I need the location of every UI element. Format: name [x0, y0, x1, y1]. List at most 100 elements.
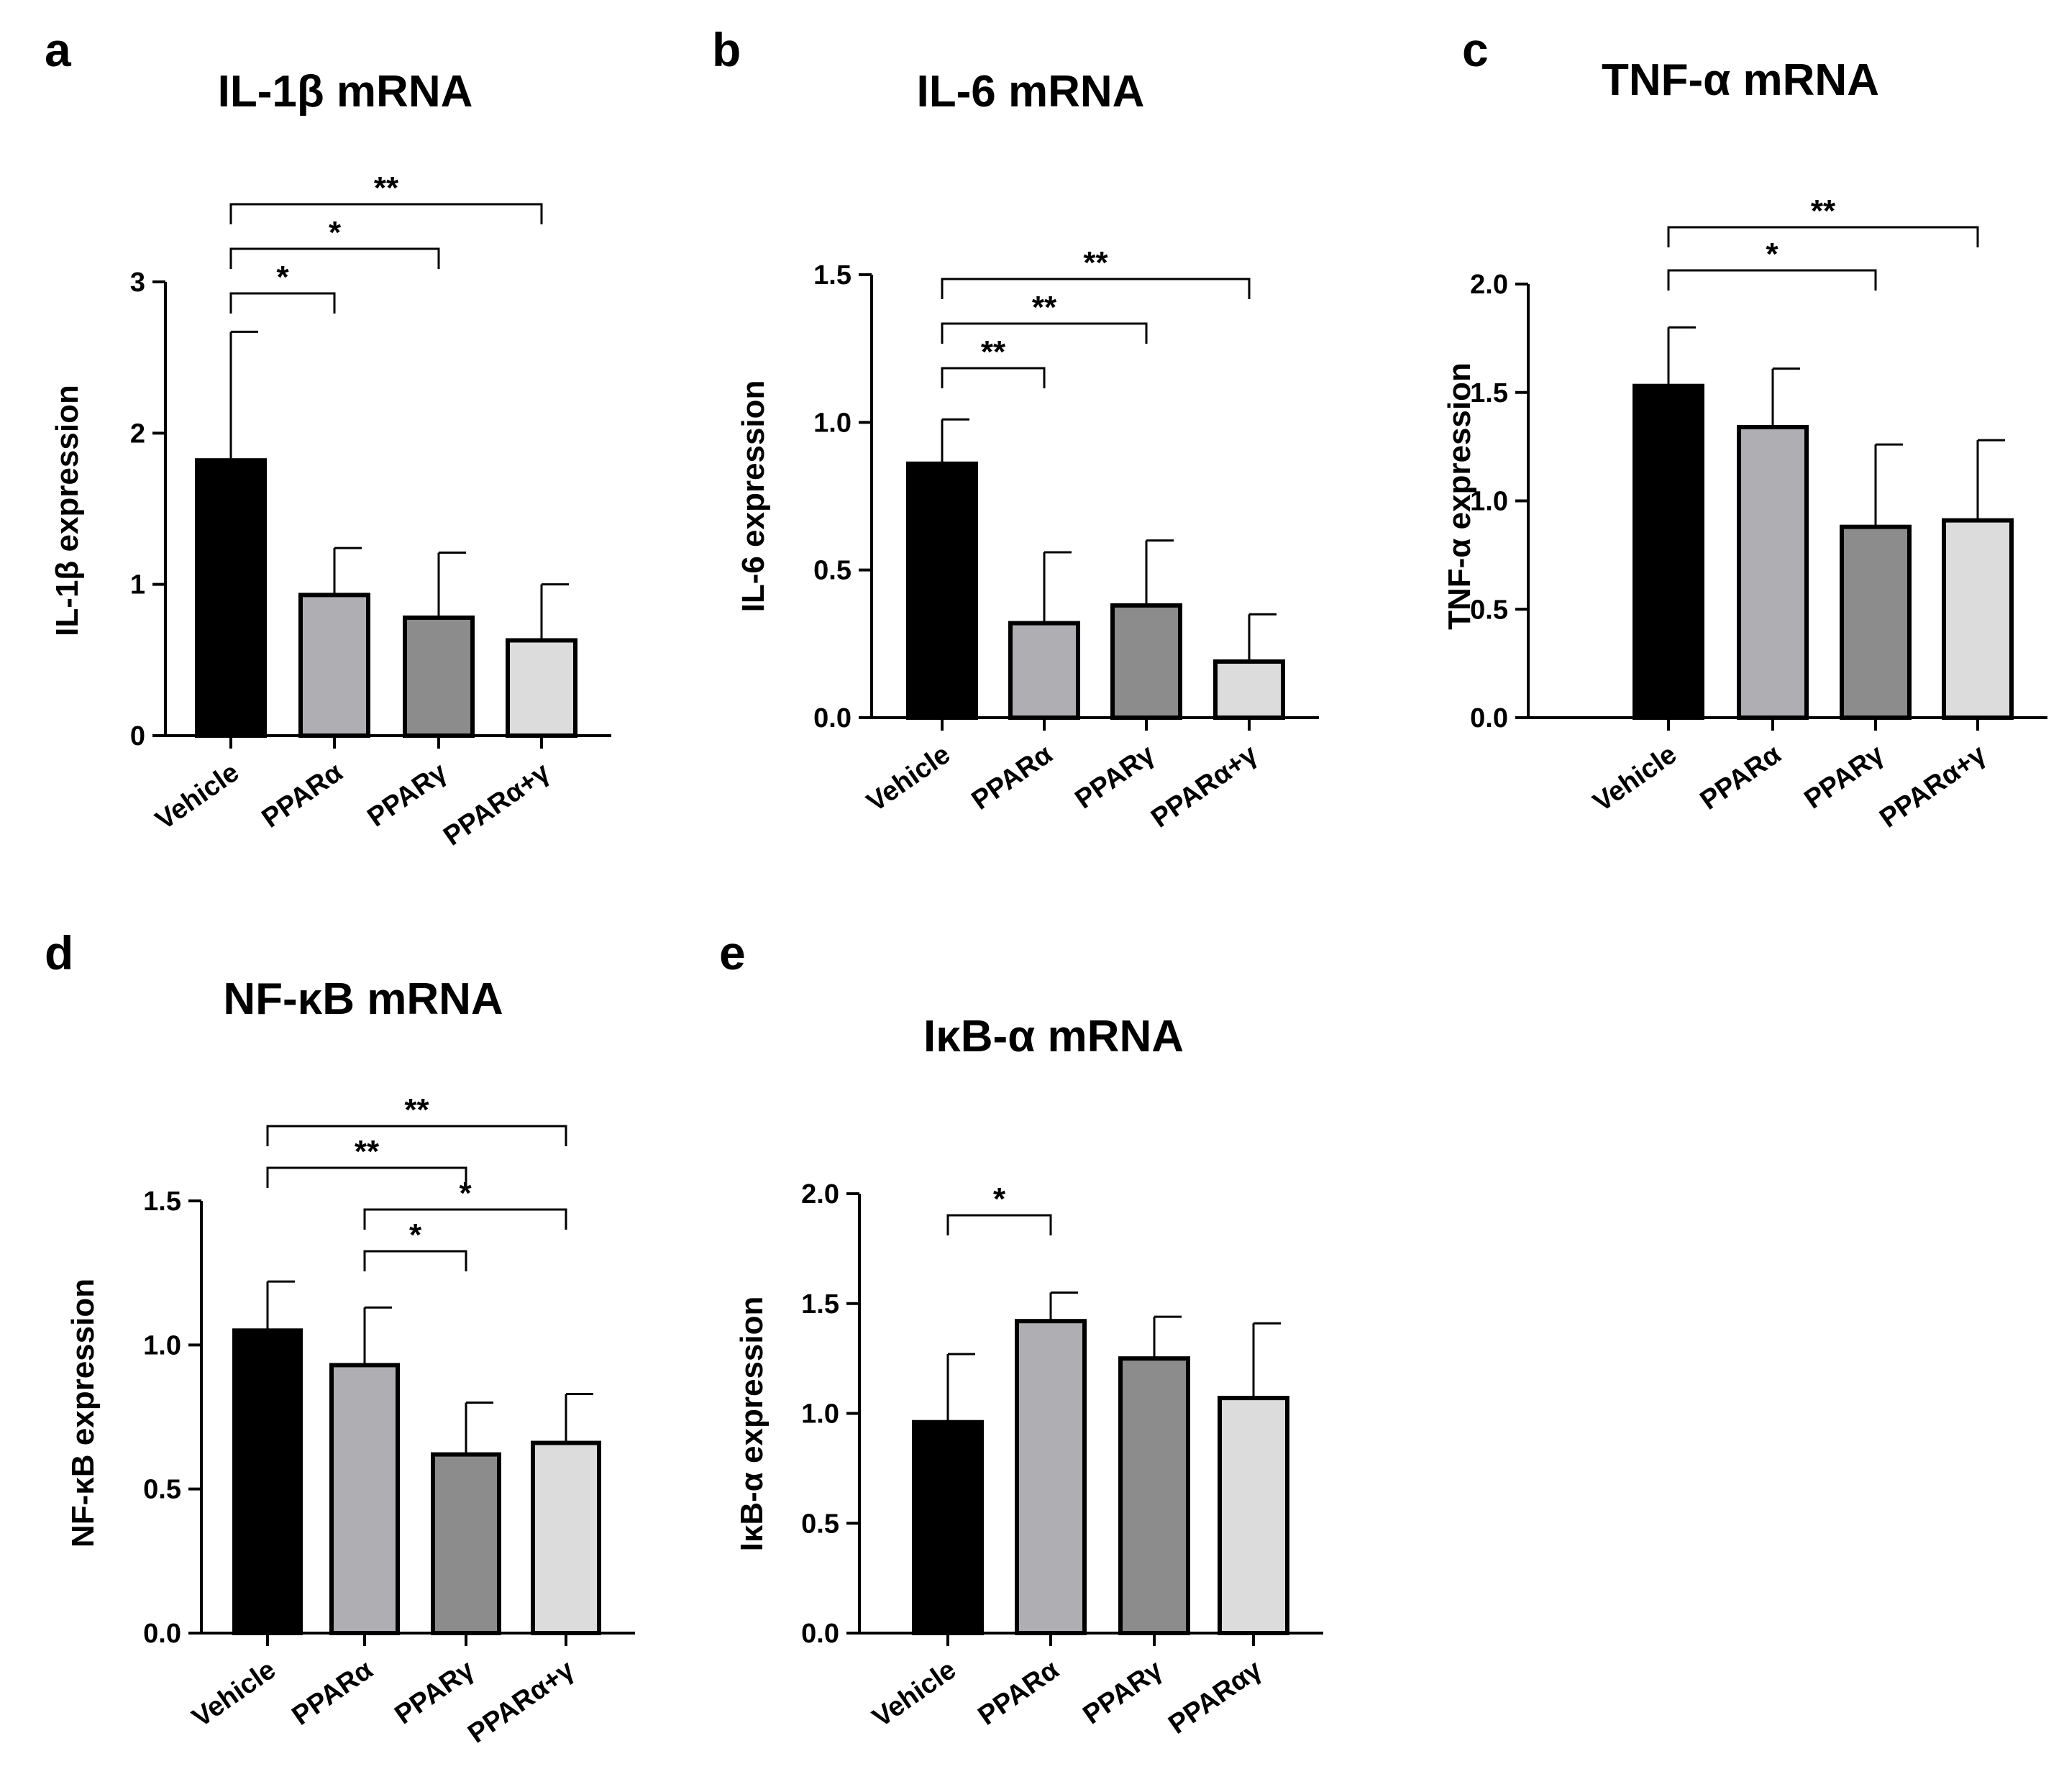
y-axis-label: IL-1β expression	[50, 385, 85, 636]
significance-label: *	[993, 1181, 1006, 1217]
panel-e: e IκB-α mRNA IκB-α expression 0.0 0.5 1.0 1.5 2…	[719, 926, 1323, 1740]
bar-4	[1213, 659, 1285, 720]
significance-bracket	[266, 1166, 467, 1188]
x-tick-label: PPARα	[287, 1655, 378, 1732]
panel-title: IL-1β mRNA	[218, 67, 473, 116]
panel-c: c TNF-α mRNA TNF-α expression 0.0 0.5 1.0 1.5 2…	[1442, 23, 2047, 834]
bar-2	[298, 593, 370, 739]
bar-1	[912, 1420, 984, 1635]
significance-bracket	[363, 1250, 467, 1271]
bar-4	[1942, 518, 2014, 720]
x-tick-label: PPARγ	[390, 1655, 480, 1730]
bar-2	[1015, 1319, 1087, 1635]
bar-3	[403, 615, 475, 738]
y-tick-label: 0.5	[1470, 595, 1508, 625]
significance-label: **	[355, 1134, 380, 1169]
significance-bracket	[1667, 269, 1877, 291]
y-tick-label: 0	[130, 721, 145, 751]
y-tick-label: 0.0	[1470, 703, 1508, 733]
bar-2	[1008, 621, 1080, 720]
significance-label: *	[409, 1217, 422, 1253]
bar-2	[329, 1363, 400, 1635]
x-tick-label: PPARα	[1695, 739, 1786, 816]
panel-title: IκB-α mRNA	[923, 1012, 1184, 1061]
x-tick-label: PPARα+γ	[1146, 739, 1263, 834]
significance-bracket	[229, 203, 543, 224]
y-tick-label: 1.0	[801, 1399, 839, 1430]
x-tick-label: PPARα	[967, 739, 1058, 816]
significance-bracket	[363, 1208, 567, 1230]
bar-3	[1840, 524, 1912, 720]
x-tick-label: PPARαγ	[1163, 1655, 1267, 1740]
significance-label: *	[1766, 237, 1778, 272]
x-tick-label: Vehicle	[187, 1655, 281, 1734]
x-tick-label: PPARα+γ	[1874, 739, 1991, 834]
panel-letter: b	[712, 23, 741, 76]
bar-1	[1633, 383, 1704, 721]
y-axis-label: NF-κB expression	[65, 1279, 101, 1548]
x-tick-label: PPARγ	[362, 757, 453, 833]
panel-title: NF-κB mRNA	[223, 974, 503, 1024]
panel-d: d NF-κB mRNA NF-κB expression 0.0 0.5 1.0 1.5 V…	[45, 926, 635, 1750]
x-tick-label: PPARα+γ	[438, 757, 555, 852]
panel-letter: d	[45, 926, 73, 979]
y-axis-label: TNF-α expression	[1442, 362, 1477, 630]
significance-bracket	[941, 367, 1046, 388]
panel-letter: c	[1462, 23, 1489, 76]
x-tick-label: PPARγ	[1799, 739, 1890, 815]
significance-label: **	[404, 1092, 429, 1128]
significance-label: **	[374, 170, 399, 206]
significance-bracket	[229, 292, 336, 314]
significance-label: *	[459, 1176, 472, 1211]
y-tick-label: 1.5	[1470, 378, 1508, 408]
significance-bracket	[941, 322, 1148, 344]
y-tick-label: 1	[130, 570, 145, 600]
significance-label: **	[981, 334, 1006, 370]
significance-bracket	[229, 247, 440, 269]
x-tick-label: PPARα	[973, 1655, 1064, 1732]
x-tick-label: PPARα	[257, 757, 348, 834]
y-tick-label: 2	[130, 419, 145, 449]
significance-label: **	[1032, 290, 1057, 325]
y-tick-label: 0.0	[143, 1619, 181, 1649]
bar-4	[1218, 1396, 1289, 1635]
significance-label: *	[329, 215, 342, 250]
significance-bracket	[1667, 226, 1979, 247]
panel-title: TNF-α mRNA	[1602, 55, 1879, 105]
y-tick-label: 0.5	[801, 1509, 839, 1539]
y-tick-label: 1.5	[801, 1289, 839, 1320]
significance-label: **	[1811, 193, 1836, 229]
y-axis-label: IκB-α expression	[734, 1297, 770, 1552]
bar-1	[195, 458, 267, 739]
y-axis-label: IL-6 expression	[736, 380, 771, 613]
x-tick-label: PPARγ	[1078, 1655, 1169, 1730]
x-tick-label: PPARα+γ	[462, 1655, 580, 1750]
bar-3	[1118, 1356, 1190, 1635]
x-tick-label: PPARγ	[1070, 739, 1161, 815]
panel-b: b IL-6 mRNA IL-6 expression 0.0 0.5 1.0 1.5 Veh…	[712, 23, 1319, 834]
x-tick-label: Vehicle	[867, 1655, 962, 1734]
significance-label: *	[276, 260, 289, 295]
y-tick-label: 1.0	[143, 1330, 181, 1361]
y-tick-label: 1.5	[143, 1187, 181, 1217]
bar-4	[506, 638, 577, 738]
significance-label: **	[1083, 245, 1108, 280]
panel-letter: e	[719, 926, 746, 979]
bar-3	[431, 1452, 501, 1635]
y-tick-label: 2.0	[801, 1179, 839, 1210]
y-tick-label: 0.5	[143, 1475, 181, 1505]
x-tick-label: Vehicle	[862, 739, 956, 818]
significance-bracket	[266, 1125, 567, 1146]
y-tick-label: 0.0	[813, 703, 851, 733]
bar-4	[531, 1440, 601, 1636]
y-tick-label: 2.0	[1470, 270, 1508, 300]
panel-letter: a	[45, 23, 72, 76]
y-tick-label: 1.0	[1470, 487, 1508, 517]
y-tick-label: 3	[130, 268, 145, 298]
bar-1	[232, 1328, 303, 1636]
bar-3	[1110, 603, 1182, 720]
significance-bracket	[941, 278, 1251, 299]
y-tick-label: 1.0	[813, 408, 851, 438]
